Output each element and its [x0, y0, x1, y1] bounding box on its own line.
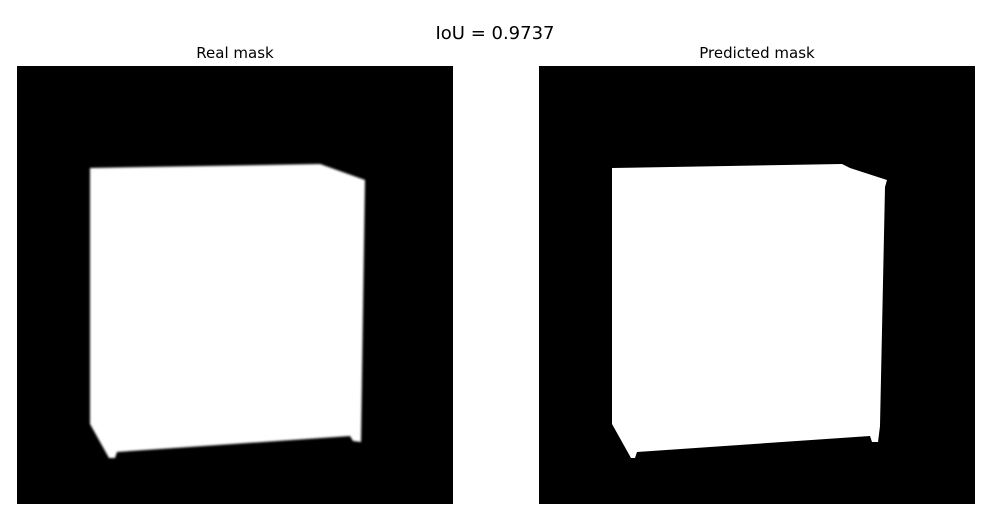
predicted-mask-image: [539, 66, 975, 504]
figure-title: IoU = 0.9737: [435, 23, 555, 44]
real-mask-image: [17, 66, 453, 504]
real-mask-shape: [90, 164, 365, 458]
panel-title-predicted: Predicted mask: [699, 44, 815, 62]
panel-title-real: Real mask: [196, 44, 274, 62]
predicted-mask-shape: [612, 164, 887, 458]
